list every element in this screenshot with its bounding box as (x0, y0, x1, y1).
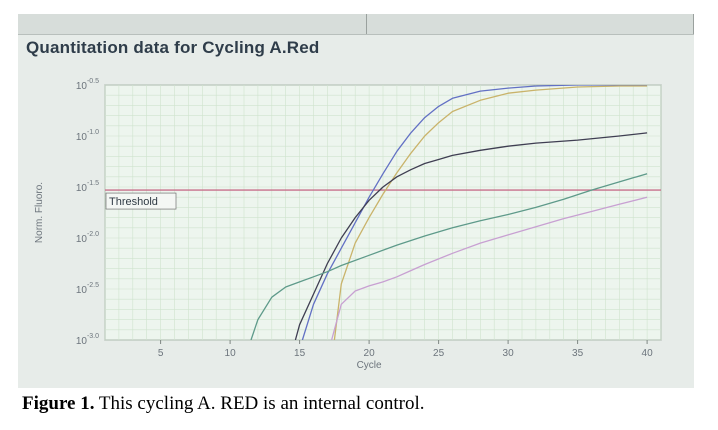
x-tick-label: 40 (642, 348, 654, 359)
series-line-3 (294, 132, 648, 340)
threshold-label: Threshold (109, 196, 158, 208)
series-line-5 (330, 196, 648, 340)
series-line-2 (333, 85, 648, 340)
x-tick-label: 35 (572, 348, 584, 359)
top-toolbar-strip (18, 14, 694, 35)
toolbar-separator (366, 14, 367, 34)
series-line-1 (301, 85, 648, 340)
x-tick-label: 30 (503, 348, 515, 359)
y-tick-label: 10-3.0 (76, 333, 99, 347)
figure-caption: Figure 1. This cycling A. RED is an inte… (22, 393, 424, 415)
x-axis-label: Cycle (357, 360, 382, 371)
x-tick-label: 25 (433, 348, 445, 359)
x-tick-label: 10 (225, 348, 237, 359)
threshold-label-box (105, 192, 177, 210)
y-tick-label: 10-1.5 (76, 180, 99, 194)
quantitation-chart: 5 10 15 20 25 30 35 40 10-0.5 10-1.0 10-1.5 10-2.0 1… (34, 78, 662, 371)
toolbar-separator (693, 14, 694, 34)
series-line-4 (250, 173, 648, 340)
x-tick-label: 15 (294, 348, 306, 359)
caption-label: Figure 1. (22, 393, 95, 414)
x-tick-label: 20 (364, 348, 376, 359)
y-axis-label: Norm. Fluoro. (34, 182, 45, 243)
caption-text: This cycling A. RED is an internal contr… (94, 393, 425, 414)
app-window: Quantitation data for Cycling A.Red 5 10 1… (18, 14, 694, 388)
y-tick-label: 10-2.0 (76, 231, 99, 245)
x-tick-label: 5 (158, 348, 164, 359)
y-tick-label: 10-2.5 (76, 282, 99, 296)
y-tick-label: 10-0.5 (76, 78, 99, 92)
y-tick-label: 10-1.0 (76, 129, 99, 143)
screen-title: Quantitation data for Cycling A.Red (26, 38, 320, 57)
